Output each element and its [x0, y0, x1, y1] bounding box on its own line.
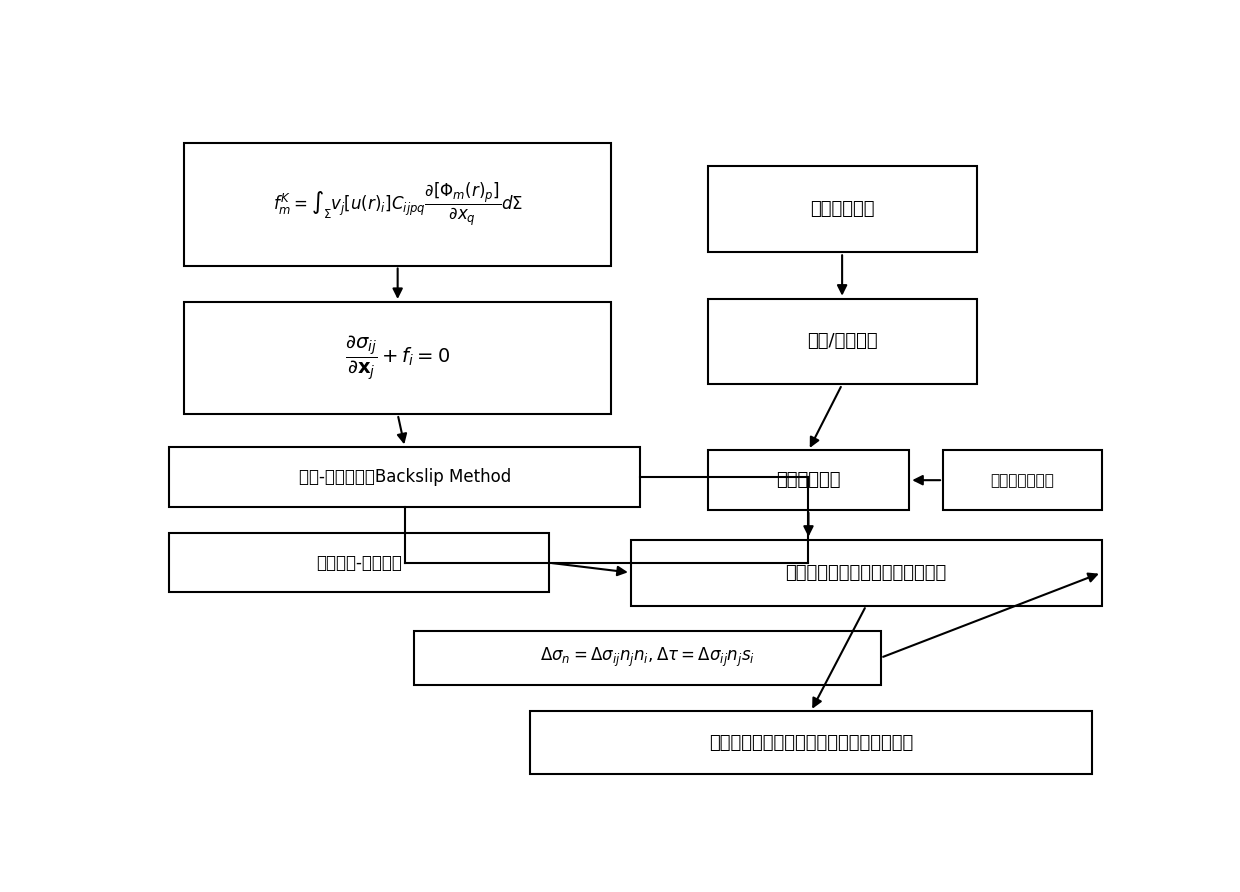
FancyBboxPatch shape: [708, 450, 909, 510]
Text: 网络自动生成: 网络自动生成: [810, 201, 874, 219]
FancyBboxPatch shape: [184, 144, 611, 266]
FancyBboxPatch shape: [942, 450, 1101, 510]
Text: 地震循环、地表载荷引起的粘弹性库伦应力: 地震循环、地表载荷引起的粘弹性库伦应力: [709, 734, 913, 752]
Text: 地形起伏、介质: 地形起伏、介质: [991, 473, 1054, 488]
Text: 地震-等效体力、Backslip Method: 地震-等效体力、Backslip Method: [299, 468, 511, 486]
Text: $\dfrac{\partial\sigma_{ij}}{\partial \mathbf{x}_j} + f_i = 0$: $\dfrac{\partial\sigma_{ij}}{\partial \m…: [345, 334, 450, 383]
Text: 有限元前处理: 有限元前处理: [776, 471, 841, 489]
Text: 断层/地表载荷: 断层/地表载荷: [807, 333, 878, 351]
Text: 横向非均匀椭球形地球有限元计算: 横向非均匀椭球形地球有限元计算: [785, 564, 947, 582]
FancyBboxPatch shape: [170, 533, 549, 592]
Text: 地表载荷-等效面力: 地表载荷-等效面力: [316, 554, 402, 572]
FancyBboxPatch shape: [414, 631, 880, 685]
FancyBboxPatch shape: [708, 299, 977, 384]
FancyBboxPatch shape: [708, 167, 977, 252]
FancyBboxPatch shape: [170, 447, 640, 507]
Text: $f_m^K = \int_\Sigma v_j[u(r)_i]C_{ijpq}\dfrac{\partial[\Phi_m(r)_p]}{\partial x: $f_m^K = \int_\Sigma v_j[u(r)_i]C_{ijpq}…: [273, 181, 523, 228]
FancyBboxPatch shape: [631, 540, 1101, 606]
FancyBboxPatch shape: [184, 301, 611, 414]
Text: $\Delta\sigma_n = \Delta\sigma_{ij}n_jn_i,\Delta\tau = \Delta\sigma_{ij}n_js_i$: $\Delta\sigma_n = \Delta\sigma_{ij}n_jn_…: [541, 646, 755, 669]
FancyBboxPatch shape: [529, 711, 1092, 774]
